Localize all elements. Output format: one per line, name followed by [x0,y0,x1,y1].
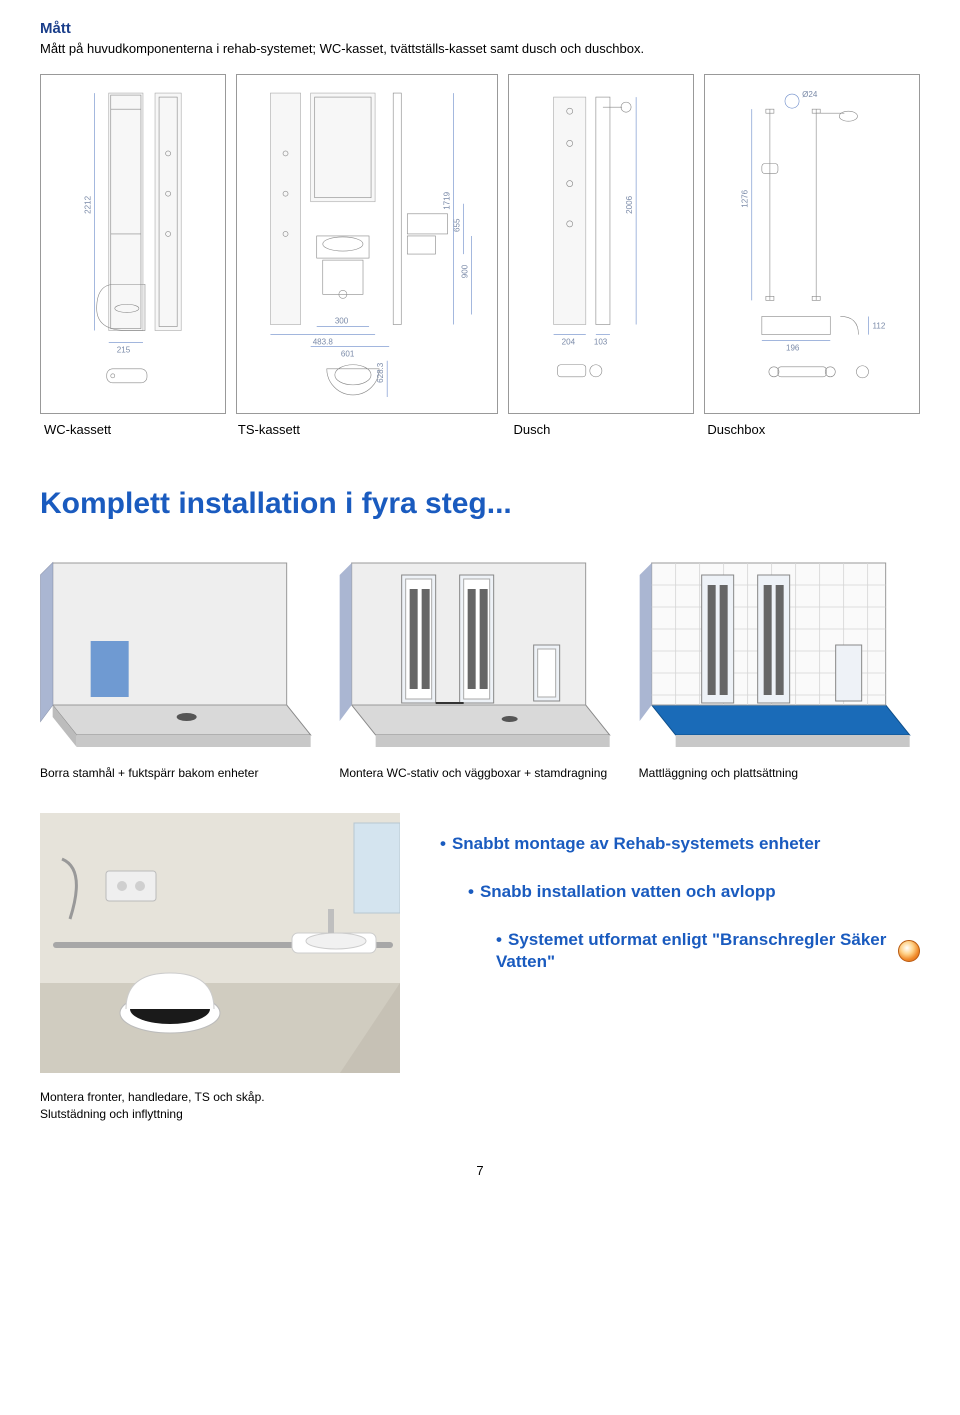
dim-dusch-103: 103 [594,338,608,347]
dim-ts-depth: 628.3 [376,362,385,383]
bullet-3-text: Systemet utformat enligt "Branschregler … [496,930,886,971]
label-wc: WC-kassett [40,422,224,437]
dim-wc-width: 215 [117,346,131,355]
bullet-dot-icon: • [496,930,502,949]
section-title: Mått [40,20,920,37]
diagrams-row: 2212 215 [40,74,920,414]
label-ts: TS-kassett [234,422,500,437]
bullet-2: • Snabb installation vatten och avlopp [468,881,920,903]
step-caption-1: Borra stamhål + fuktspärr bakom enheter [40,765,321,781]
step-captions-row: Borra stamhål + fuktspärr bakom enheter … [40,765,920,781]
dim-db-1276: 1276 [740,189,749,207]
photo-caption-line2: Slutstädning och inflyttning [40,1107,183,1121]
step-box-1 [40,545,321,755]
bullet-dot-icon: • [440,834,446,853]
section-subtitle: Mått på huvudkomponenterna i rehab-syste… [40,41,920,56]
installation-heading: Komplett installation i fyra steg... [40,487,920,521]
dim-ts-4838: 483.8 [312,338,333,347]
dim-ts-900: 900 [460,264,469,278]
diagram-wc-kassett: 2212 215 [40,74,226,414]
dim-db-112: 112 [872,322,885,331]
dim-db-196: 196 [786,344,800,353]
bullet-dot-icon: • [468,882,474,901]
dim-ts-1719: 1719 [442,191,451,209]
bathroom-photo [40,813,400,1073]
label-dusch: Dusch [510,422,694,437]
step-caption-2: Montera WC-stativ och väggboxar + stamdr… [339,765,620,781]
diagram-labels-row: WC-kassett TS-kassett Dusch Duschbox [40,422,920,437]
diagram-ts-kassett: 1719 655 900 483.8 601 300 628.3 [236,74,498,414]
steps-row [40,545,920,755]
bullet-1: • Snabbt montage av Rehab-systemets enhet… [440,833,920,855]
bullet-1-text: Snabbt montage av Rehab-systemets enhete… [452,834,820,853]
dim-ts-655: 655 [452,218,461,232]
page-number: 7 [40,1163,920,1178]
step-box-3 [639,545,920,755]
saker-vatten-badge-icon [898,940,920,962]
bottom-block: Montera fronter, handledare, TS och skåp… [40,813,920,1123]
diagram-duschbox: Ø24 1276 196 112 [704,74,920,414]
dim-wc-height: 2212 [84,195,93,213]
dim-ts-300: 300 [335,316,349,325]
bullet-3: •Systemet utformat enligt "Branschregler… [496,929,920,973]
label-duschbox: Duschbox [703,422,920,437]
photo-caption: Montera fronter, handledare, TS och skåp… [40,1089,400,1123]
dim-ts-601: 601 [341,350,355,359]
dim-db-dia: Ø24 [802,90,818,99]
step-box-2 [339,545,620,755]
dim-dusch-2006: 2006 [625,195,634,213]
diagram-dusch: 2006 204 103 [508,74,694,414]
photo-column: Montera fronter, handledare, TS och skåp… [40,813,400,1123]
step-caption-3: Mattläggning och plattsättning [639,765,920,781]
dim-dusch-204: 204 [562,338,576,347]
bullet-2-text: Snabb installation vatten och avlopp [480,882,776,901]
bullets-column: • Snabbt montage av Rehab-systemets enhet… [440,813,920,999]
photo-caption-line1: Montera fronter, handledare, TS och skåp… [40,1090,265,1104]
